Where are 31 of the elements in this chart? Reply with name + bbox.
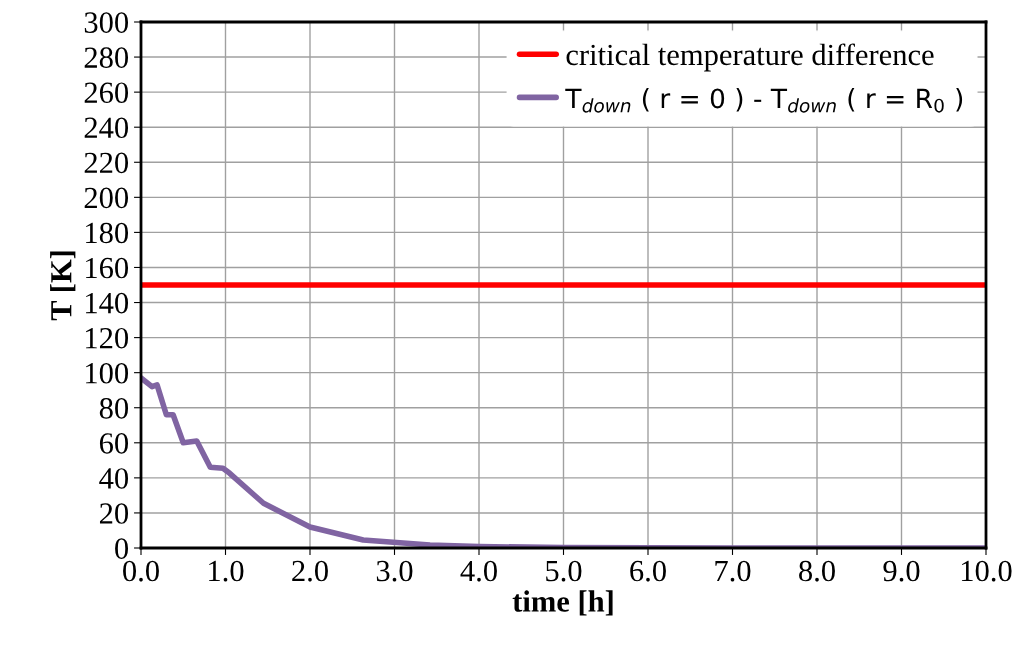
y-tick-label: 280: [84, 47, 129, 68]
x-tick-label: 3.0: [376, 560, 413, 582]
x-tick-label: 1.0: [209, 560, 244, 582]
x-tick-label: 10.0: [961, 560, 1012, 582]
x-tick-label: 2.0: [292, 560, 328, 582]
y-axis-title: T [K]: [50, 251, 76, 321]
legend-label: critical temperature difference: [566, 43, 934, 72]
y-tick-label: 260: [84, 82, 129, 104]
x-tick-label: 5.0: [546, 560, 582, 582]
x-tick-label: 0.0: [123, 560, 159, 582]
y-tick-label: 0: [115, 538, 129, 559]
y-tick-label: 200: [84, 187, 129, 209]
y-tick-label: 240: [84, 117, 129, 139]
y-tick-label: 300: [84, 12, 129, 33]
y-tick-label: 160: [86, 257, 129, 279]
x-tick-label: 6.0: [630, 560, 666, 582]
y-tick-label: 100: [86, 362, 129, 384]
x-tick-label: 8.0: [799, 560, 835, 582]
x-tick-label: 7.0: [715, 560, 751, 582]
y-tick-label: 220: [84, 152, 129, 174]
y-tick-label: 80: [99, 398, 129, 419]
y-tick-label: 20: [99, 503, 129, 524]
y-tick-label: 140: [86, 292, 129, 314]
y-tick-label: 40: [99, 468, 129, 489]
x-tick-label: 4.0: [460, 560, 497, 582]
x-tick-label: 9.0: [883, 560, 920, 582]
y-tick-label: 120: [86, 327, 129, 349]
x-axis-title: time [h]: [512, 590, 613, 616]
y-tick-label: 180: [86, 222, 129, 244]
y-tick-label: 60: [99, 433, 129, 454]
legend-label: T$_{down}$ ( r = 0 ) - T$_{down}$ ( r = R$_{0}$ ): [565, 88, 963, 113]
